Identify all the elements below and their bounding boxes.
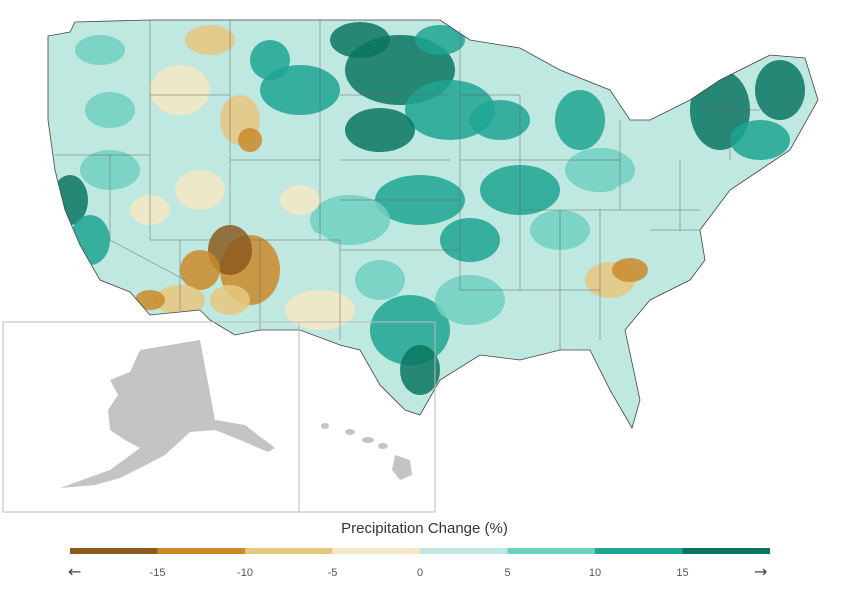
legend-title: Precipitation Change (%) <box>341 520 508 537</box>
legend-tick-label: 10 <box>589 567 601 579</box>
precip-region <box>612 258 648 282</box>
legend-bin <box>420 548 508 554</box>
precip-region <box>345 108 415 152</box>
precip-region <box>208 225 252 275</box>
precip-region <box>238 128 262 152</box>
state-border <box>109 155 186 281</box>
precip-region <box>565 148 635 192</box>
precip-region <box>330 22 390 58</box>
precip-region <box>400 345 440 395</box>
hawaii-inset-frame <box>298 321 436 513</box>
legend-bin <box>595 548 683 554</box>
state-borders <box>55 20 760 350</box>
precip-region <box>300 140 360 180</box>
precipitation-map <box>2 19 819 513</box>
precip-region <box>440 218 500 262</box>
precip-region <box>210 285 250 315</box>
color-legend: -15 -10 -5 0 5 10 15 ← → <box>68 548 770 581</box>
precip-region <box>75 35 125 65</box>
arrow-left-icon: ← <box>68 562 81 581</box>
precip-region <box>755 60 805 120</box>
state-border <box>149 155 230 241</box>
precip-region <box>135 290 165 310</box>
legend-bin <box>507 548 595 554</box>
precip-region <box>150 65 210 115</box>
precip-region <box>370 295 450 365</box>
precip-region <box>415 25 465 55</box>
precip-region <box>185 25 235 55</box>
arrow-right-icon: → <box>754 562 767 581</box>
legend-bin <box>157 548 245 554</box>
conus-outline <box>47 19 819 430</box>
precip-region <box>280 185 320 215</box>
precip-region <box>180 250 220 290</box>
precip-region <box>610 180 670 220</box>
precip-region <box>730 120 790 160</box>
precip-region <box>435 275 505 325</box>
legend-tick-label: 0 <box>417 567 423 579</box>
legend-bin <box>70 548 158 554</box>
precip-region <box>260 230 340 290</box>
legend-bin <box>682 548 770 554</box>
precip-region <box>510 275 570 325</box>
precip-region <box>70 215 110 265</box>
hawaii-shape <box>321 423 412 480</box>
legend-bin <box>332 548 420 554</box>
precip-region <box>670 165 710 195</box>
legend-tick-label: -10 <box>237 567 253 579</box>
legend-tick-label: 5 <box>504 567 510 579</box>
precip-region <box>260 135 300 165</box>
precip-region <box>60 65 100 95</box>
precip-region <box>355 260 405 300</box>
legend-bin <box>245 548 333 554</box>
alaska-shape <box>60 340 275 488</box>
legend-tick-label: 15 <box>676 567 688 579</box>
precip-region <box>85 92 135 128</box>
legend-tick-label: -15 <box>150 567 166 579</box>
precip-region <box>310 195 390 245</box>
precip-region <box>250 40 290 80</box>
precip-region <box>470 100 530 140</box>
legend-tick-label: -5 <box>328 567 338 579</box>
precip-region <box>175 170 225 210</box>
precip-region <box>555 90 605 150</box>
precip-region <box>285 290 355 330</box>
